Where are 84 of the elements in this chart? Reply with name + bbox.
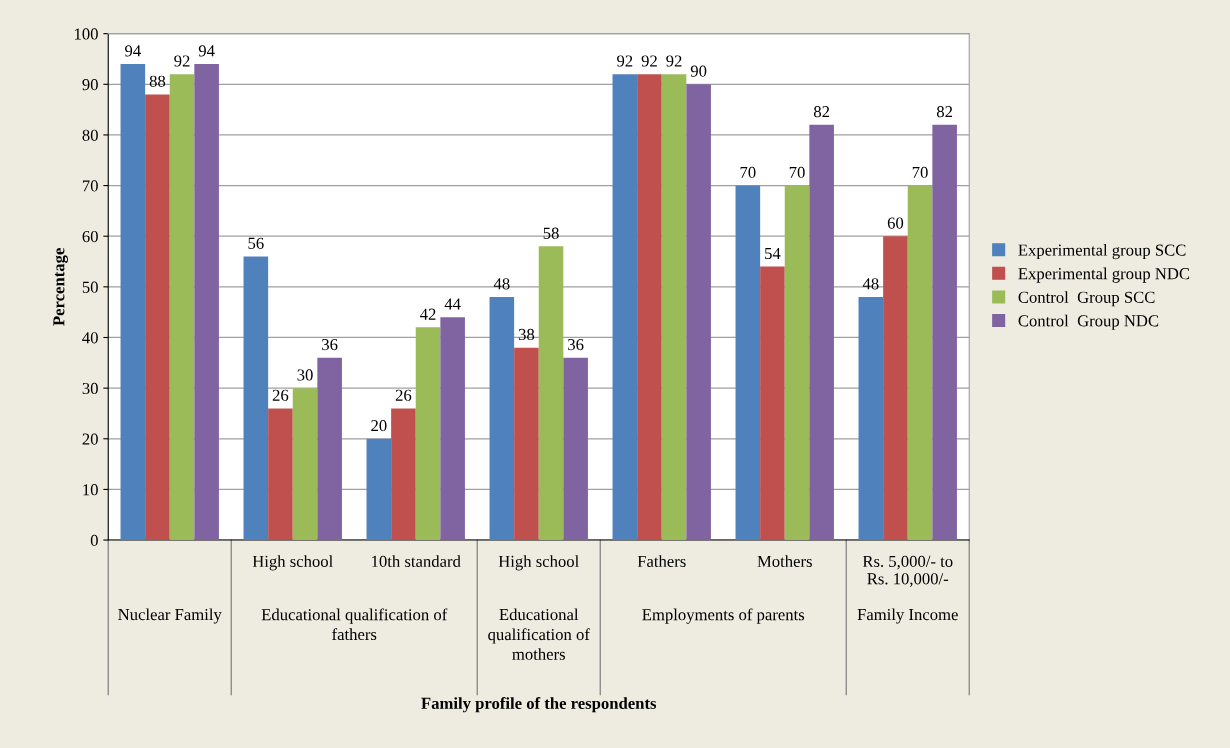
data-label: 26 [272, 389, 289, 401]
data-label: 20 [371, 419, 387, 432]
y-axis-title: Percentage [53, 248, 68, 326]
data-label: 26 [395, 389, 412, 401]
data-label: 44 [444, 298, 461, 310]
data-label: 54 [765, 247, 781, 260]
text: Educational qualification of mothers [488, 608, 590, 660]
bar [194, 64, 219, 541]
data-label: 42 [420, 308, 436, 320]
data-label: 36 [568, 339, 584, 351]
x-tick-label: Rs. 5,000/- to Rs. 10,000/- [862, 555, 953, 587]
bar [317, 357, 342, 541]
x-tick-label: 10th standard [372, 555, 461, 567]
y-tick-label: 10 [83, 484, 98, 496]
text: Educational qualification of fathers [261, 608, 448, 641]
x-tick-label: High school [252, 555, 333, 571]
text: Family Income [857, 608, 958, 624]
bar [366, 438, 392, 541]
data-label: 82 [813, 106, 830, 118]
data-label: 90 [690, 65, 707, 77]
legend-label: Control Group NDC [1018, 314, 1159, 330]
bar [686, 84, 711, 541]
bar [120, 64, 146, 541]
x-tick-label: High school [498, 555, 579, 571]
text: Employments of parents [642, 608, 805, 624]
data-label: 60 [887, 217, 904, 229]
legend-label: Control Group SCC [1018, 291, 1155, 307]
legend-label: Experimental group SCC [1018, 243, 1186, 260]
text: Nuclear Family [118, 608, 222, 624]
y-tick-label: 30 [82, 382, 98, 395]
y-tick-label: 100 [74, 28, 98, 40]
data-label: 92 [641, 55, 657, 67]
data-label: 58 [543, 227, 559, 239]
bar [415, 327, 441, 541]
bar [169, 74, 195, 541]
bar [907, 185, 933, 541]
y-tick-label: 90 [82, 79, 98, 91]
x-tick-label: Mothers [757, 555, 812, 567]
y-tick-label: 50 [82, 281, 98, 293]
text: Family profile of the respondents [421, 697, 657, 713]
bar [612, 74, 638, 541]
data-label: 82 [936, 106, 953, 118]
x-tick-label: Fathers [637, 555, 686, 567]
bar [784, 185, 810, 541]
bar [637, 74, 662, 541]
data-label: 92 [174, 55, 190, 67]
bar [760, 266, 785, 541]
data-label: 92 [617, 55, 633, 67]
bar [538, 246, 564, 541]
bar [391, 408, 416, 541]
legend-label: Experimental group NDC [1018, 267, 1190, 283]
data-label: 70 [912, 166, 928, 179]
data-label: 94 [198, 45, 215, 57]
bar [440, 317, 465, 541]
data-label: 94 [125, 45, 141, 57]
bar [268, 408, 293, 541]
data-label: 88 [149, 75, 166, 87]
data-label: 48 [862, 278, 879, 290]
y-tick-label: 80 [82, 129, 98, 141]
y-tick-label: 70 [82, 180, 98, 192]
data-label: 70 [740, 166, 756, 179]
data-label: 56 [248, 237, 264, 249]
bar [883, 236, 908, 541]
bar [292, 388, 318, 541]
data-label: 30 [297, 369, 313, 381]
bar [145, 94, 170, 541]
data-label: 36 [322, 339, 338, 351]
data-label: 38 [518, 328, 535, 341]
bar [489, 296, 515, 541]
y-tick-label: 60 [82, 230, 98, 243]
bar [563, 357, 588, 541]
data-label: 92 [666, 55, 682, 67]
y-tick-label: 0 [90, 534, 98, 546]
data-label: 48 [493, 278, 510, 290]
bar [243, 256, 269, 541]
bar [735, 185, 761, 541]
data-label: 70 [789, 166, 805, 179]
bar [809, 124, 834, 541]
bar [514, 347, 539, 541]
bar [858, 296, 884, 541]
bar [661, 74, 687, 541]
y-tick-label: 20 [82, 433, 98, 445]
bar [932, 124, 957, 541]
y-tick-label: 40 [82, 332, 98, 344]
